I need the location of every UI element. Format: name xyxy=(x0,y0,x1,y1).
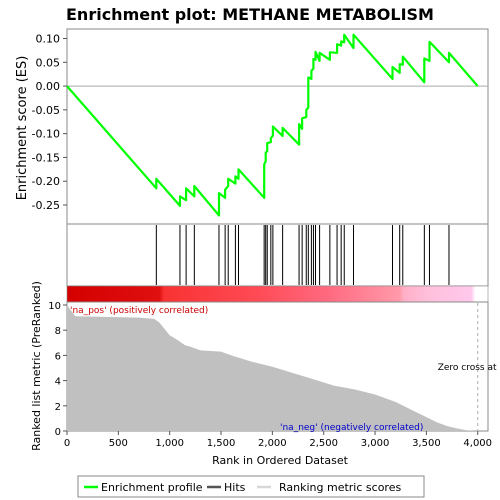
rank-x-tick-label: 2,500 xyxy=(309,438,338,449)
es-y-tick-label: 0.05 xyxy=(36,56,61,69)
chart-title: Enrichment plot: METHANE METABOLISM xyxy=(66,5,434,24)
hits-panel xyxy=(66,223,489,287)
rank-x-tick-label: 3,000 xyxy=(361,438,390,449)
es-y-tick-label: -0.05 xyxy=(32,104,60,117)
rank-x-tick-label: 3,500 xyxy=(412,438,441,449)
es-y-tick-label: 0.00 xyxy=(36,80,61,93)
es-y-tick-label: -0.25 xyxy=(32,199,60,212)
rank-x-tick-label: 0 xyxy=(64,438,70,449)
rank-y-axis: 0 2 4 6 8 10 xyxy=(48,301,67,438)
legend-hits-label: Hits xyxy=(224,481,246,494)
rank-y-tick-label: 2 xyxy=(55,402,61,413)
es-y-tick-label: 0.10 xyxy=(36,33,61,46)
hits-marks xyxy=(155,225,450,285)
rank-x-tick-label: 4,000 xyxy=(463,438,492,449)
es-panel xyxy=(66,28,489,225)
zero-cross-label: Zero cross at 3 xyxy=(438,363,500,373)
es-y-axis: 0.10 0.05 0.00 -0.05 -0.10 -0.15 -0.20 -0.25 xyxy=(32,33,67,212)
rank-y-tick-label: 0 xyxy=(55,427,61,438)
legend-metric-label: Ranking metric scores xyxy=(279,481,401,494)
rank-y-axis-label: Ranked list metric (PreRanked) xyxy=(30,281,43,451)
rank-x-tick-label: 1,000 xyxy=(155,438,184,449)
pos-correlated-label: 'na_pos' (positively correlated) xyxy=(70,306,208,316)
es-y-tick-label: -0.20 xyxy=(32,175,60,188)
rank-color-bar xyxy=(66,285,489,303)
es-y-axis-label: Enrichment score (ES) xyxy=(15,56,30,201)
neg-correlated-label: 'na_neg' (negatively correlated) xyxy=(280,423,423,433)
rank-x-axis: 0 500 1,000 1,500 2,000 2,500 3,000 3,500 4,000 xyxy=(64,431,492,449)
rank-x-axis-label: Rank in Ordered Dataset xyxy=(212,454,349,467)
rank-x-tick-label: 2,000 xyxy=(258,438,287,449)
rank-y-tick-label: 10 xyxy=(48,301,61,312)
legend-profile-label: Enrichment profile xyxy=(101,481,203,494)
ranking-metric-area xyxy=(67,305,478,431)
rank-x-tick-label: 1,500 xyxy=(207,438,236,449)
rank-y-tick-label: 4 xyxy=(55,377,61,388)
es-y-tick-label: -0.15 xyxy=(32,151,60,164)
es-y-tick-label: -0.10 xyxy=(32,128,60,141)
rank-y-tick-label: 6 xyxy=(55,351,61,362)
rank-x-tick-label: 500 xyxy=(109,438,128,449)
enrichment-profile-line xyxy=(66,33,479,217)
rank-y-tick-label: 8 xyxy=(55,326,61,337)
legend-box xyxy=(77,475,425,498)
